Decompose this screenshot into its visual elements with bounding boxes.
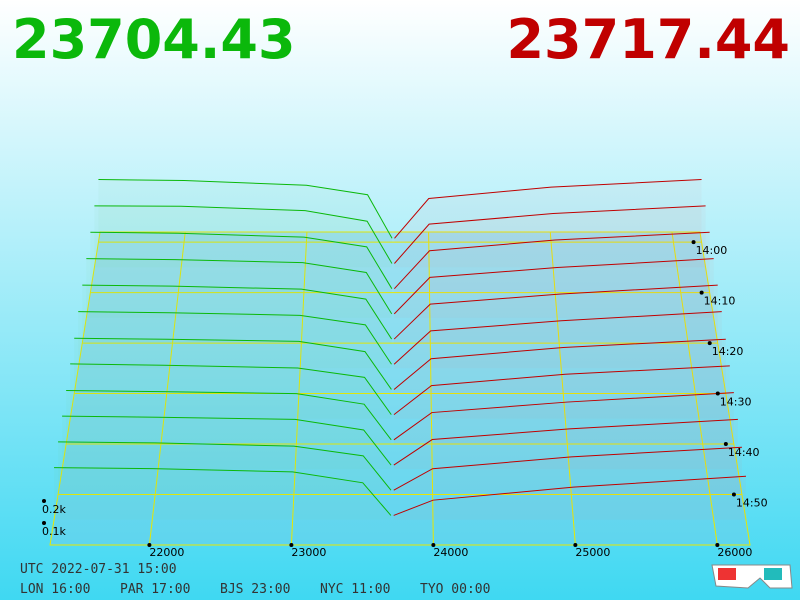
- bid-depth-line: [82, 284, 393, 340]
- ask-depth-line: [393, 365, 730, 416]
- bid-depth-line: [74, 337, 392, 390]
- ask-depth-line: [393, 338, 726, 390]
- ask-depth-line: [393, 231, 710, 290]
- z-tick-label: 0.2k: [42, 503, 66, 516]
- ask-surface: [393, 392, 734, 445]
- bid-surface: [70, 363, 392, 419]
- ask-surface: [393, 365, 730, 419]
- bid-surface: [54, 467, 391, 520]
- bid-surface: [66, 390, 392, 445]
- x-tick-label: 26000: [717, 546, 752, 559]
- tick-dot: [715, 543, 720, 547]
- tick-dot: [723, 442, 728, 447]
- bid-depth-line: [58, 441, 392, 491]
- grid-line: [148, 231, 186, 546]
- city-time: PAR 17:00: [120, 582, 190, 597]
- grid-line: [549, 231, 576, 546]
- bid-surface: [94, 205, 392, 268]
- time-tick-label: 14:00: [696, 244, 728, 257]
- x-tick-label: 22000: [149, 546, 184, 559]
- bid-depth-line: [70, 363, 392, 415]
- ask-surface: [394, 179, 702, 243]
- tick-dot: [731, 492, 736, 497]
- ask-surface: [394, 285, 718, 344]
- bid-depth-line: [86, 258, 393, 315]
- glasses-icon: [711, 564, 793, 589]
- city-time: BJS 23:00: [220, 582, 290, 597]
- ask-surface: [394, 339, 726, 394]
- ask-depth-line: [394, 205, 706, 264]
- ask-depth-line: [393, 258, 714, 315]
- bid-surface: [90, 232, 392, 293]
- time-tick-label: 14:10: [704, 295, 736, 308]
- time-tick-label: 14:50: [736, 497, 768, 510]
- ask-depth-line: [394, 179, 702, 239]
- city-time: TYO 00:00: [420, 582, 490, 597]
- grid-line: [428, 231, 434, 546]
- tick-dot: [42, 521, 46, 525]
- tick-dot: [707, 341, 712, 346]
- ask-surface: [393, 447, 742, 495]
- tick-dot: [699, 290, 704, 295]
- floor: [49, 231, 751, 546]
- grid-line: [290, 231, 308, 546]
- tick-dot: [147, 543, 152, 547]
- bid-price: 23704.43: [12, 8, 296, 71]
- ask-surface: [394, 311, 722, 369]
- x-tick-label: 25000: [575, 546, 610, 559]
- tick-dot: [431, 543, 436, 547]
- bid-depth-line: [90, 231, 393, 289]
- x-tick-label: 24000: [433, 546, 468, 559]
- x-tick-label: 23000: [291, 546, 326, 559]
- time-tick-label: 14:30: [720, 396, 752, 409]
- z-tick-label: 0.1k: [42, 525, 66, 538]
- bid-depth-line: [78, 311, 392, 365]
- bid-depth-line: [66, 390, 392, 441]
- ask-depth-line: [393, 311, 722, 365]
- bid-surface: [74, 338, 392, 394]
- city-time: NYC 11:00: [320, 582, 390, 597]
- ask-surface: [394, 258, 714, 318]
- tick-dot: [573, 543, 578, 547]
- tick-dot: [289, 543, 294, 547]
- tick-dot: [42, 499, 46, 503]
- ask-depth-line: [393, 392, 734, 441]
- bid-surface: [98, 179, 393, 243]
- ask-depth-line: [393, 418, 738, 466]
- ask-surface: [393, 476, 746, 520]
- bid-surface: [86, 258, 392, 318]
- plot: 22000 23000 24000 25000 26000 0.1k 0.2k 14:00 14…: [42, 179, 768, 559]
- bid-surface: [58, 441, 391, 495]
- bid-surface: [62, 416, 392, 470]
- ask-depth-line: [393, 284, 718, 340]
- bid-depth-line: [62, 415, 392, 466]
- bid-depth-line: [94, 205, 393, 264]
- grid-line: [671, 231, 718, 546]
- ask-depth-line: [393, 446, 742, 491]
- bid-depth-line: [98, 179, 393, 239]
- ask-surface: [393, 419, 738, 470]
- tick-dot: [691, 240, 696, 245]
- ask-depth-line: [393, 475, 746, 516]
- tick-dot: [715, 391, 720, 396]
- city-time: LON 16:00: [20, 582, 90, 597]
- time-tick-label: 14:40: [728, 446, 760, 459]
- bid-depth-line: [54, 467, 392, 516]
- time-tick-label: 14:20: [712, 345, 744, 358]
- ask-price: 23717.44: [506, 8, 790, 71]
- utc-time: UTC 2022-07-31 15:00: [20, 562, 177, 577]
- footer: UTC 2022-07-31 15:00 LON 16:00 PAR 17:00 BJ…: [20, 562, 490, 597]
- ask-surface: [394, 205, 706, 268]
